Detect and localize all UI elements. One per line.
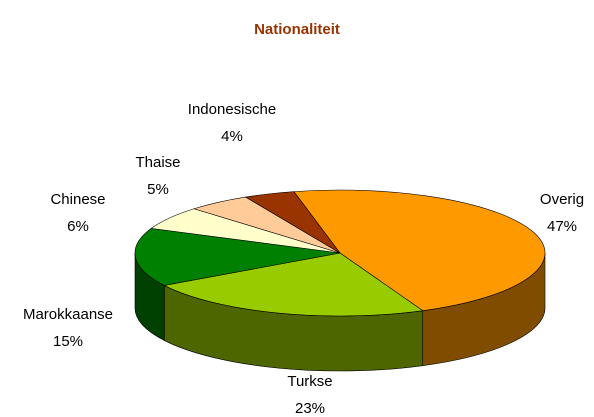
- slice-value-label: 4%: [221, 128, 243, 145]
- slice-value-label: 5%: [147, 181, 169, 198]
- slice-value-label: 23%: [295, 400, 325, 417]
- slice-label: Turkse: [287, 373, 332, 390]
- slice-value-label: 6%: [67, 218, 89, 235]
- chart-title: Nationaliteit: [254, 21, 340, 38]
- slice-label: Marokkaanse: [23, 306, 113, 323]
- slice: [134, 228, 341, 286]
- slice: [293, 189, 546, 311]
- slice: [163, 252, 424, 317]
- slice-label: Indonesische: [188, 101, 276, 118]
- slice-value-label: 15%: [53, 333, 83, 350]
- slice-label: Chinese: [50, 191, 105, 208]
- slice-value-label: 47%: [547, 218, 577, 235]
- slice: [244, 191, 341, 254]
- slice-label: Thaise: [135, 154, 180, 171]
- slice-label: Overig: [540, 191, 584, 208]
